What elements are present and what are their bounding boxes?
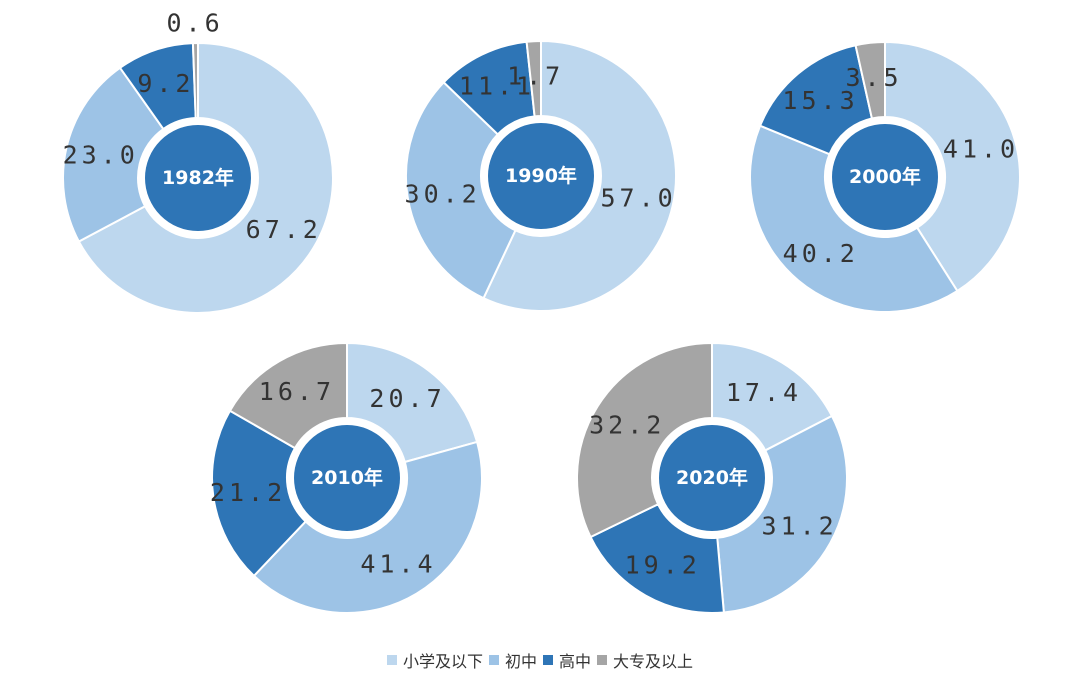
donut-slice-college: [525, 39, 542, 118]
donut-center-label: 2010年: [311, 466, 383, 489]
value-label-senior: 21.2: [210, 478, 286, 507]
donut-slice-primary: [346, 341, 479, 464]
legend-item-college: 大专及以上: [597, 648, 693, 672]
donut-slice-primary: [482, 39, 677, 312]
donut-center-disc: [294, 425, 400, 531]
legend-swatch-senior: [543, 655, 553, 665]
legend-swatch-junior: [488, 655, 499, 665]
donut-slice-senior: [589, 502, 725, 614]
donut-center-disc: [659, 425, 765, 531]
value-label-primary: 20.7: [369, 384, 445, 413]
value-label-junior: 31.2: [762, 512, 838, 541]
donut-slice-primary: [77, 41, 334, 314]
value-label-junior: 30.2: [405, 180, 481, 209]
value-label-junior: 23.0: [63, 140, 139, 169]
legend-label-junior: 初中: [504, 652, 537, 671]
donut-slice-junior: [405, 80, 517, 300]
donut-center-disc: [832, 124, 938, 230]
donut-center-label: 2020年: [676, 466, 748, 489]
donut-slice-college: [228, 341, 348, 450]
donut-chart: 67.2 23.0 9.2 0.6 1982年: [62, 9, 334, 314]
value-label-senior: 11.1: [459, 72, 535, 101]
legend-item-senior: 高中: [543, 648, 591, 672]
legend-label-senior: 高中: [559, 652, 592, 671]
value-label-primary: 17.4: [726, 378, 802, 407]
legend-swatch-college: [597, 655, 608, 665]
value-label-college: 32.2: [589, 410, 665, 439]
legend-label-college: 大专及以上: [613, 652, 694, 671]
donut-slice-junior: [62, 66, 165, 243]
donut-slice-junior: [252, 440, 483, 614]
donut-slice-senior: [758, 44, 874, 156]
donut-slice-primary: [711, 341, 834, 452]
legend-item-junior: 初中: [488, 648, 537, 672]
donut-slice-junior: [716, 414, 848, 614]
donut-chart: 20.7 41.4 21.2 16.7 2010年: [210, 341, 483, 614]
legend-item-primary: 小学及以下: [386, 648, 483, 672]
value-label-senior: 19.2: [625, 551, 701, 580]
value-label-primary: 57.0: [600, 183, 676, 212]
value-label-senior: 9.2: [137, 69, 194, 98]
donut-chart: 17.4 31.2 19.2 32.2 2020年: [576, 341, 848, 614]
donut-slice-junior: [749, 124, 959, 313]
donut-center-label: 1982年: [162, 166, 234, 189]
value-label-college: 16.7: [259, 377, 335, 406]
value-label-college: 1.7: [507, 62, 564, 91]
legend-label-primary: 小学及以下: [402, 652, 483, 671]
donut-chart: 41.0 40.2 15.33.5 2000年: [749, 40, 1021, 313]
value-label-junior: 40.2: [783, 239, 859, 268]
value-label-college: 0.6: [167, 9, 224, 38]
donut-charts: 67.2 23.0 9.2 0.6 1982年 57.0 30.2 11.11.7 1990年 4…: [62, 9, 1021, 614]
value-label-junior: 41.4: [360, 549, 436, 578]
legend-swatch-primary: [386, 655, 397, 665]
donut-center-disc: [488, 123, 594, 229]
value-label-senior: 15.3: [782, 86, 858, 115]
donut-center-label: 1990年: [505, 164, 577, 187]
donut-slice-college: [191, 41, 199, 120]
donut-chart: 57.0 30.2 11.11.7 1990年: [405, 39, 677, 312]
value-label-primary: 67.2: [246, 215, 322, 244]
donut-center-disc: [145, 125, 251, 231]
donut-center-label: 2000年: [849, 165, 921, 188]
donut-slice-senior: [211, 409, 308, 578]
donut-slice-college: [576, 341, 713, 539]
value-label-primary: 41.0: [943, 135, 1019, 164]
legend: 小学及以下 初中 高中 大专及以上: [0, 648, 1080, 672]
donut-slice-college: [854, 40, 886, 120]
value-label-college: 3.5: [845, 63, 902, 92]
